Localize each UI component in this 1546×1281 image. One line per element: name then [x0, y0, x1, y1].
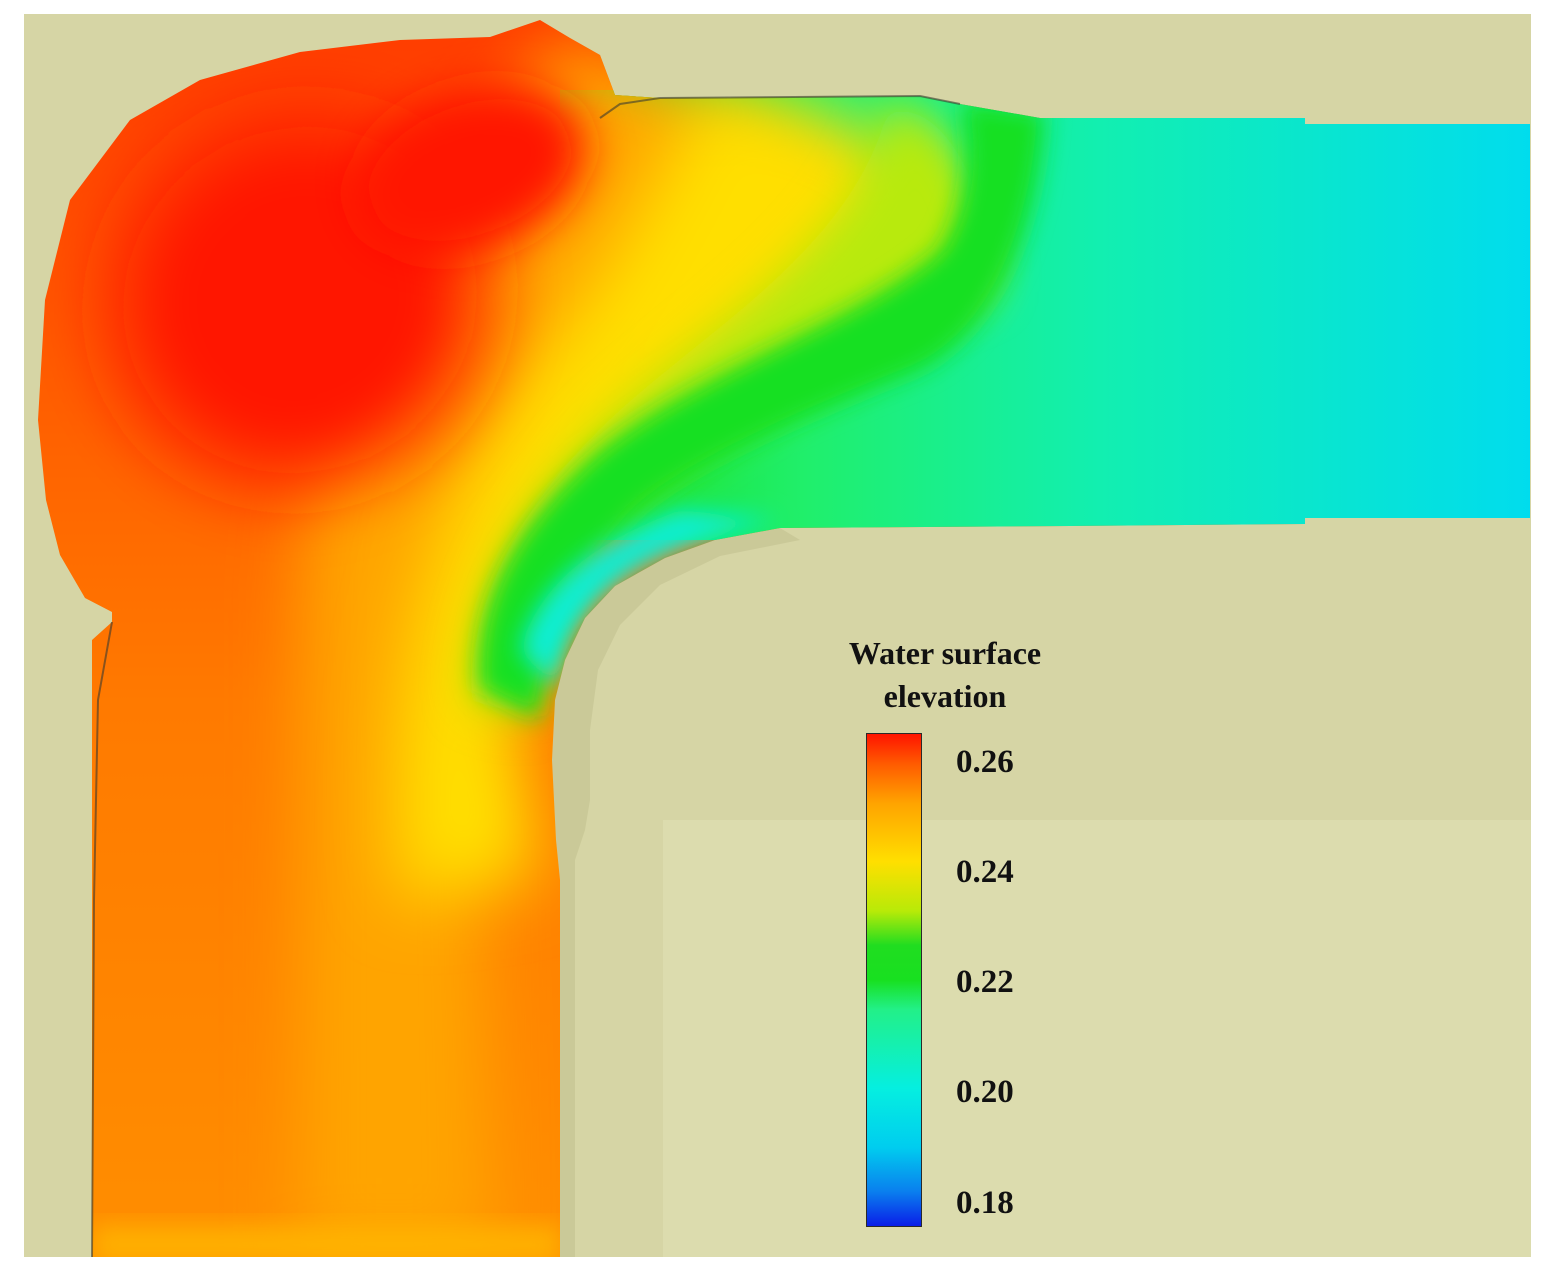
legend-title: Water surface elevation: [800, 632, 1090, 718]
bottom-highlight: [92, 1225, 562, 1257]
top-wall-edge: [599, 94, 961, 119]
colorbar-tick-label: 0.18: [956, 1185, 1014, 1221]
colorbar: [866, 733, 922, 1227]
colorbar-tick-label: 0.22: [956, 964, 1014, 1000]
lower-right-panel: [663, 820, 1531, 1257]
colorbar-gradient: [867, 734, 921, 1226]
left-wall-edge: [91, 621, 113, 1258]
green-band: [478, 100, 1046, 720]
cyan-pocket: [520, 510, 780, 690]
colorbar-tick-label: 0.26: [956, 744, 1014, 780]
legend-title-line2: elevation: [883, 678, 1007, 714]
red-core-upper: [353, 84, 587, 256]
colorbar-tick-label: 0.24: [956, 854, 1014, 890]
colorbar-tick-label: 0.20: [956, 1074, 1014, 1110]
lime-band: [470, 100, 990, 720]
legend-title-line1: Water surface: [848, 635, 1042, 671]
